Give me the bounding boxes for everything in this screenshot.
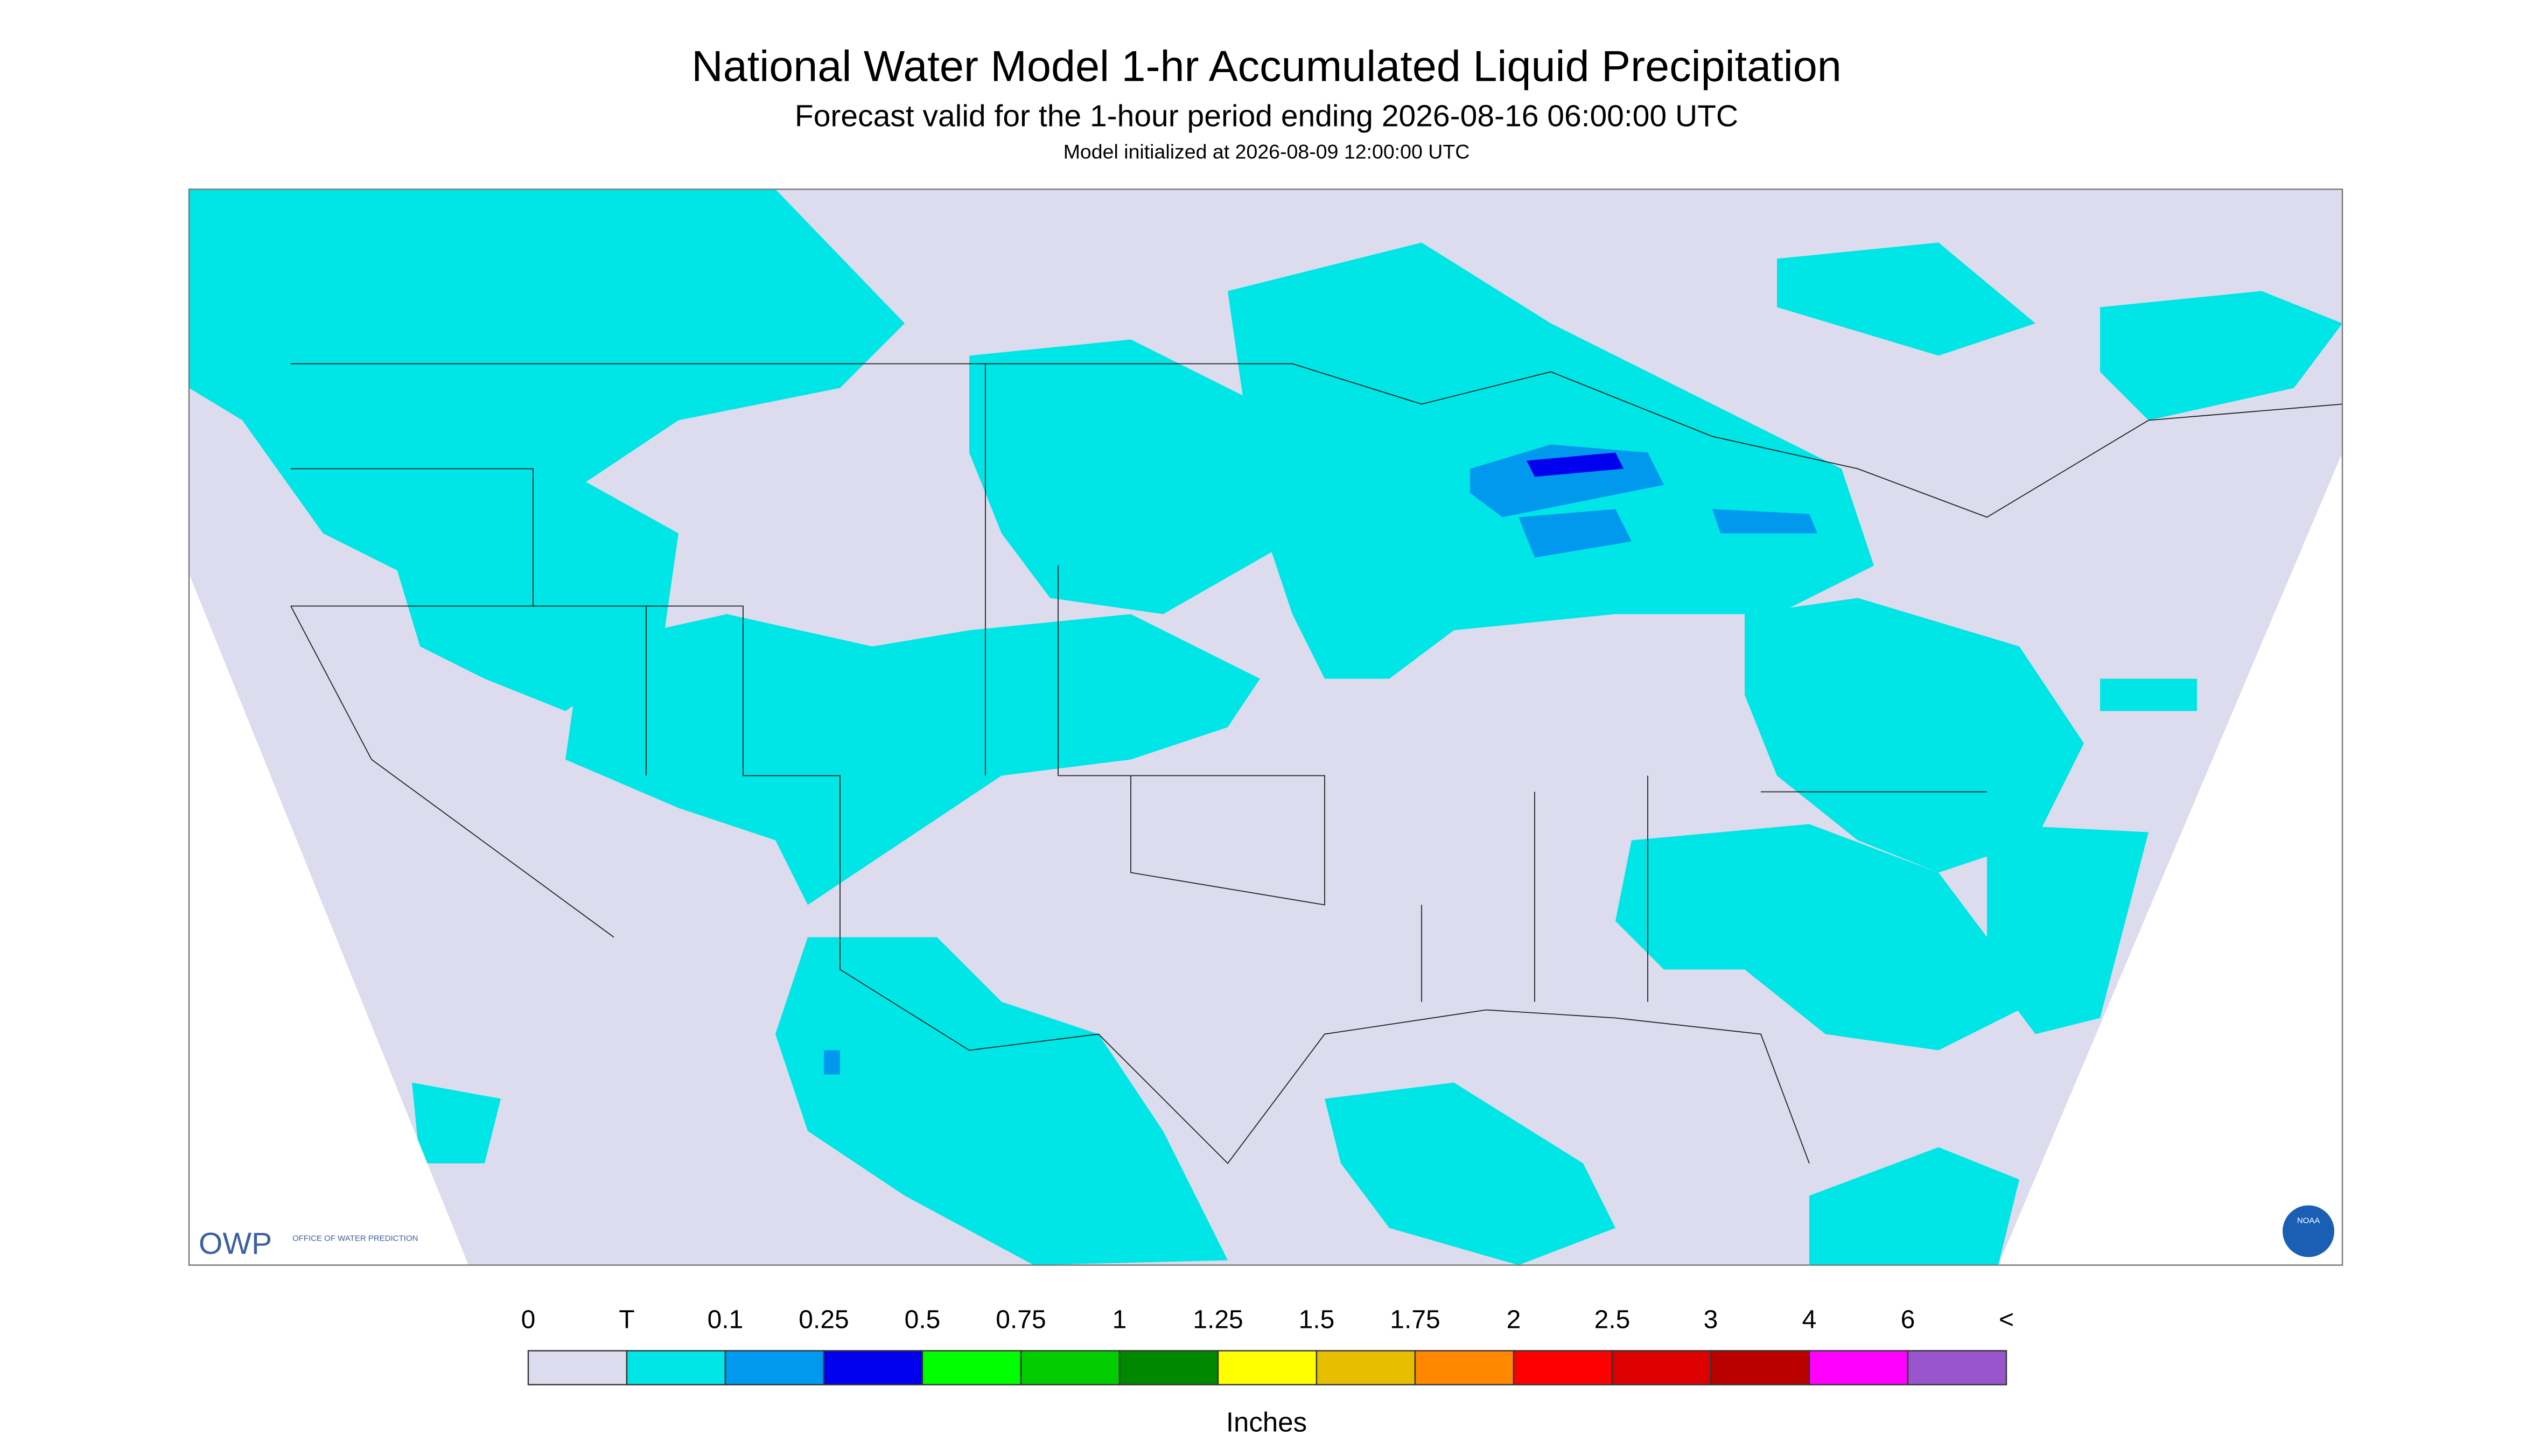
legend-swatch bbox=[1414, 1350, 1515, 1385]
legend-label: 1 bbox=[1112, 1306, 1127, 1334]
legend-swatch bbox=[823, 1350, 923, 1385]
legend-label: T bbox=[619, 1306, 634, 1334]
legend-swatch bbox=[1907, 1350, 2007, 1385]
heavier-precip bbox=[824, 444, 1817, 1075]
legend-label: 0.25 bbox=[799, 1306, 849, 1334]
legend-swatch bbox=[1316, 1350, 1416, 1385]
legend-label: 3 bbox=[1704, 1306, 1718, 1334]
noaa-logo bbox=[2283, 1205, 2334, 1257]
owp-name: OFFICE OF WATER PREDICTION bbox=[292, 1234, 418, 1243]
legend-label: 0.1 bbox=[708, 1306, 744, 1334]
legend-label: 0 bbox=[521, 1306, 536, 1334]
legend-label: 1.5 bbox=[1299, 1306, 1335, 1334]
legend-units: Inches bbox=[1226, 1407, 1307, 1438]
projection-mask bbox=[189, 573, 468, 1265]
legend-swatch bbox=[1710, 1350, 1810, 1385]
legend-label: 4 bbox=[1802, 1306, 1817, 1334]
legend-label: 1.75 bbox=[1390, 1306, 1440, 1334]
legend-swatch bbox=[1808, 1350, 1909, 1385]
map-frame bbox=[188, 188, 2343, 1266]
legend-swatch bbox=[1118, 1350, 1219, 1385]
legend-label: 1.25 bbox=[1193, 1306, 1243, 1334]
owp-logo: OWP bbox=[199, 1227, 272, 1261]
subtitle: Forecast valid for the 1-hour period end… bbox=[795, 99, 1738, 134]
legend-label: 0.75 bbox=[996, 1306, 1046, 1334]
init-time: Model initialized at 2026-08-09 12:00:00… bbox=[1063, 141, 1470, 163]
legend-label: 6 bbox=[1901, 1306, 1915, 1334]
legend-swatch bbox=[626, 1350, 726, 1385]
legend-label: < bbox=[1999, 1306, 2014, 1334]
legend-swatch bbox=[1611, 1350, 1712, 1385]
noaa-text: NOAA bbox=[2297, 1216, 2320, 1226]
projection-mask bbox=[1998, 452, 2342, 1265]
map: OWP OFFICE OF WATER PREDICTION NOAA bbox=[188, 188, 2343, 1266]
precip-areas bbox=[189, 189, 2342, 1265]
boundaries bbox=[290, 363, 2343, 1164]
legend-swatch bbox=[921, 1350, 1022, 1385]
legend-label: 2 bbox=[1507, 1306, 1521, 1334]
title: National Water Model 1-hr Accumulated Li… bbox=[691, 43, 1842, 91]
legend-swatch bbox=[1020, 1350, 1121, 1385]
legend: 0 T 0.1 0.25 0.5 0.75 1 1.25 1.5 1.75 2 2.5 3 4 6 < bbox=[521, 1306, 2014, 1385]
legend-swatch bbox=[527, 1350, 628, 1385]
legend-swatch bbox=[724, 1350, 825, 1385]
legend-label: 0.5 bbox=[905, 1306, 941, 1334]
legend-swatch bbox=[1513, 1350, 1613, 1385]
legend-swatch bbox=[1217, 1350, 1318, 1385]
legend-label: 2.5 bbox=[1594, 1306, 1631, 1334]
